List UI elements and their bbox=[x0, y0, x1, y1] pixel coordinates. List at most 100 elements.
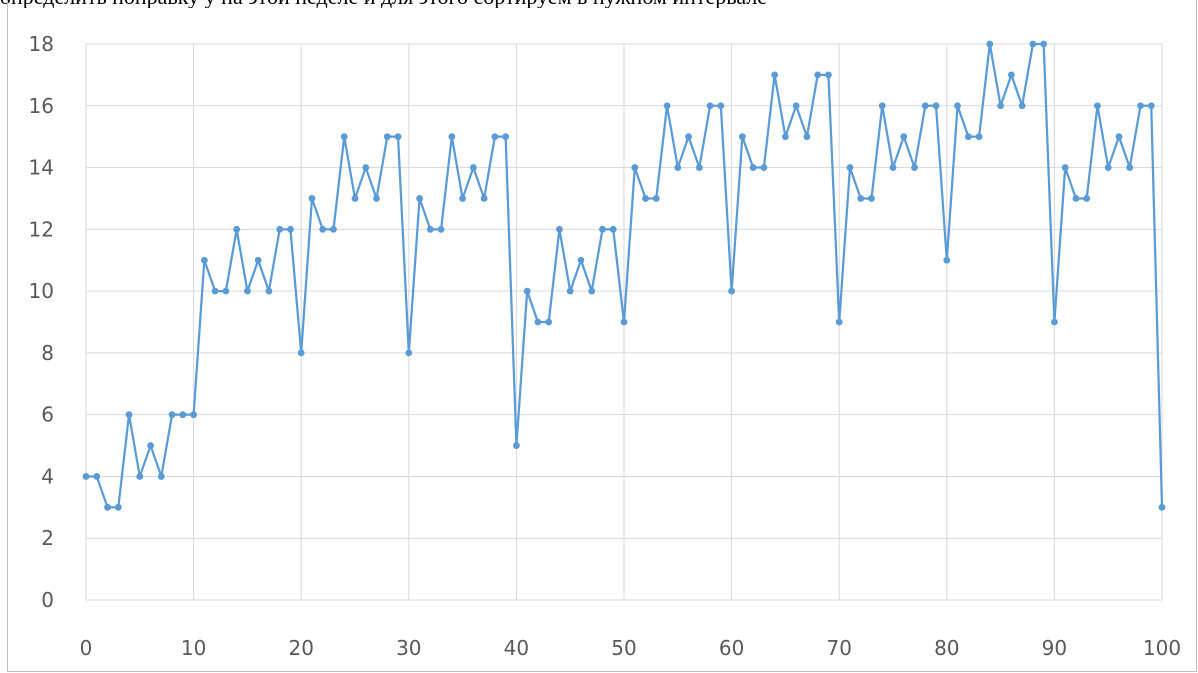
data-point bbox=[104, 503, 111, 511]
data-point bbox=[577, 256, 585, 264]
data-point bbox=[803, 133, 811, 141]
data-point bbox=[265, 287, 273, 295]
data-point bbox=[889, 164, 897, 171]
data-point bbox=[728, 287, 735, 295]
data-point bbox=[93, 473, 101, 480]
data-point bbox=[599, 225, 606, 233]
y-tick-label-18: 18 bbox=[29, 32, 54, 56]
data-point bbox=[480, 195, 488, 202]
y-tick-label-14: 14 bbox=[29, 156, 54, 180]
data-point bbox=[1094, 102, 1101, 110]
data-point bbox=[749, 164, 757, 171]
x-tick-label-40: 40 bbox=[504, 636, 529, 660]
data-point bbox=[405, 349, 413, 357]
data-point bbox=[1147, 102, 1155, 110]
data-point bbox=[200, 256, 208, 264]
data-point bbox=[857, 195, 865, 202]
data-point bbox=[168, 411, 176, 419]
data-point bbox=[244, 287, 251, 295]
data-point bbox=[287, 225, 294, 233]
data-point bbox=[233, 225, 241, 233]
x-tick-label-10: 10 bbox=[181, 636, 206, 660]
data-point bbox=[276, 225, 284, 233]
data-point bbox=[308, 195, 316, 202]
data-point bbox=[652, 195, 660, 202]
data-point bbox=[771, 71, 779, 79]
y-tick-label-16: 16 bbox=[29, 94, 54, 118]
data-point bbox=[954, 102, 961, 110]
data-point bbox=[566, 287, 574, 295]
data-point bbox=[426, 225, 434, 233]
data-point bbox=[986, 40, 994, 48]
series-markers bbox=[82, 40, 1166, 511]
data-point bbox=[1018, 102, 1026, 110]
data-point bbox=[545, 318, 553, 326]
data-point bbox=[211, 287, 219, 295]
data-point bbox=[1126, 164, 1134, 171]
y-tick-label-4: 4 bbox=[41, 464, 54, 488]
data-point bbox=[330, 225, 337, 233]
data-point bbox=[1104, 164, 1112, 171]
data-point bbox=[1061, 164, 1069, 171]
data-point bbox=[911, 164, 918, 171]
data-point bbox=[190, 411, 198, 419]
data-point bbox=[534, 318, 542, 326]
data-point bbox=[685, 133, 692, 141]
data-point bbox=[351, 195, 359, 202]
data-point bbox=[868, 195, 875, 202]
data-point bbox=[782, 133, 789, 141]
chart-frame bbox=[7, 0, 1197, 672]
data-point bbox=[1051, 318, 1058, 326]
data-point bbox=[1040, 40, 1048, 48]
data-point bbox=[416, 195, 423, 202]
data-point bbox=[620, 318, 628, 326]
data-point bbox=[114, 503, 122, 511]
data-point bbox=[631, 164, 639, 171]
data-point bbox=[1137, 102, 1144, 110]
y-tick-label-2: 2 bbox=[41, 526, 54, 550]
data-point bbox=[222, 287, 230, 295]
data-point bbox=[502, 133, 510, 141]
data-point bbox=[319, 225, 327, 233]
data-point bbox=[136, 473, 144, 480]
data-point bbox=[921, 102, 929, 110]
data-point bbox=[1083, 195, 1091, 202]
data-point bbox=[297, 349, 305, 357]
data-point bbox=[523, 287, 531, 295]
data-point bbox=[738, 133, 746, 141]
data-point bbox=[491, 133, 499, 141]
data-point bbox=[82, 473, 90, 480]
x-tick-label-90: 90 bbox=[1042, 636, 1067, 660]
data-point bbox=[932, 102, 940, 110]
y-axis-ticks: 0 2 4 6 8 10 12 14 16 18 bbox=[29, 32, 54, 612]
data-point bbox=[1072, 195, 1080, 202]
data-point bbox=[179, 411, 187, 419]
x-tick-label-80: 80 bbox=[934, 636, 959, 660]
data-point bbox=[900, 133, 908, 141]
data-point bbox=[362, 164, 370, 171]
y-tick-label-12: 12 bbox=[29, 217, 54, 241]
top-text-fragment: определить поправку у на этой неделе и д… bbox=[0, 0, 1198, 8]
x-tick-label-70: 70 bbox=[826, 636, 851, 660]
x-axis-ticks: 0 10 20 30 40 50 60 70 80 90 100 bbox=[80, 636, 1181, 660]
data-point bbox=[792, 102, 800, 110]
x-tick-label-60: 60 bbox=[719, 636, 744, 660]
data-point bbox=[609, 225, 617, 233]
x-tick-label-50: 50 bbox=[611, 636, 636, 660]
data-point bbox=[459, 195, 466, 202]
y-tick-label-10: 10 bbox=[29, 279, 54, 303]
data-point bbox=[437, 225, 445, 233]
data-point bbox=[394, 133, 402, 141]
x-tick-label-30: 30 bbox=[396, 636, 421, 660]
data-point bbox=[1007, 71, 1015, 79]
data-point bbox=[1158, 503, 1166, 511]
data-point bbox=[674, 164, 682, 171]
data-point bbox=[825, 71, 832, 79]
data-point bbox=[254, 256, 262, 264]
data-point bbox=[997, 102, 1004, 110]
data-point bbox=[157, 473, 165, 480]
data-point bbox=[642, 195, 649, 202]
data-point bbox=[760, 164, 768, 171]
